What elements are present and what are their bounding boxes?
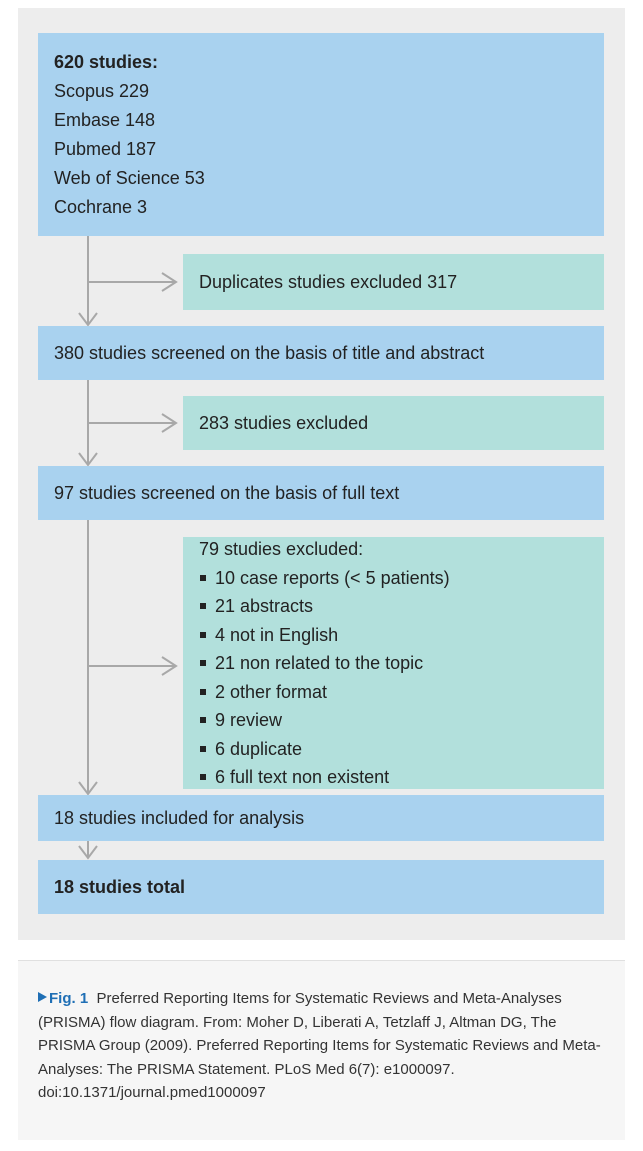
exclusion-item: 2 other format: [199, 678, 588, 707]
source-line: Web of Science 53: [54, 167, 205, 188]
exclusion-box: 283 studies excluded: [183, 396, 604, 450]
flow-arrows: [78, 236, 178, 860]
arrow-head: [161, 413, 178, 433]
exclusion-item: 4 not in English: [199, 621, 588, 650]
box-title: 620 studies:: [54, 51, 159, 72]
arrow-head: [78, 452, 98, 467]
source-line: Pubmed 187: [54, 138, 157, 159]
exclusion-item: 21 abstracts: [199, 592, 588, 621]
exclusion-item: 6 full text non existent: [199, 763, 588, 792]
arrow-head: [161, 272, 178, 292]
caption-text: Preferred Reporting Items for Systematic…: [38, 990, 601, 1101]
sources-box: 620 studies: Scopus 229 Embase 148 Pubme…: [38, 33, 604, 236]
exclusion-item: 9 review: [199, 706, 588, 735]
source-line: Cochrane 3: [54, 196, 148, 217]
step-box: 380 studies screened on the basis of tit…: [38, 326, 604, 380]
exclusion-item: 6 duplicate: [199, 735, 588, 764]
exclusion-list: 10 case reports (< 5 patients) 21 abstra…: [199, 564, 588, 792]
figure-caption: Fig. 1 Preferred Reporting Items for Sys…: [18, 960, 625, 1140]
total-box: 18 studies total: [38, 860, 604, 914]
exclusion-box: 79 studies excluded: 10 case reports (< …: [183, 537, 604, 789]
arrow-head: [78, 781, 98, 796]
box-label: 380 studies screened on the basis of tit…: [54, 342, 485, 363]
source-line: Embase 148: [54, 109, 156, 130]
arrow-head: [78, 312, 98, 327]
caption-marker: [38, 992, 47, 1002]
arrow-head: [161, 656, 178, 676]
step-box: 97 studies screened on the basis of full…: [38, 466, 604, 520]
exclusion-item: 21 non related to the topic: [199, 649, 588, 678]
box-label: Duplicates studies excluded 317: [199, 271, 458, 292]
source-line: Scopus 229: [54, 80, 150, 101]
caption-label: Fig. 1: [49, 990, 89, 1007]
box-label: 97 studies screened on the basis of full…: [54, 482, 400, 503]
box-label: 283 studies excluded: [199, 412, 369, 433]
box-label: 18 studies included for analysis: [54, 807, 305, 828]
exclusion-item: 10 case reports (< 5 patients): [199, 564, 588, 593]
arrow-head: [78, 845, 98, 860]
step-box: 18 studies included for analysis: [38, 795, 604, 841]
box-title: 79 studies excluded:: [199, 538, 364, 559]
exclusion-box: Duplicates studies excluded 317: [183, 254, 604, 310]
box-label: 18 studies total: [54, 876, 186, 897]
